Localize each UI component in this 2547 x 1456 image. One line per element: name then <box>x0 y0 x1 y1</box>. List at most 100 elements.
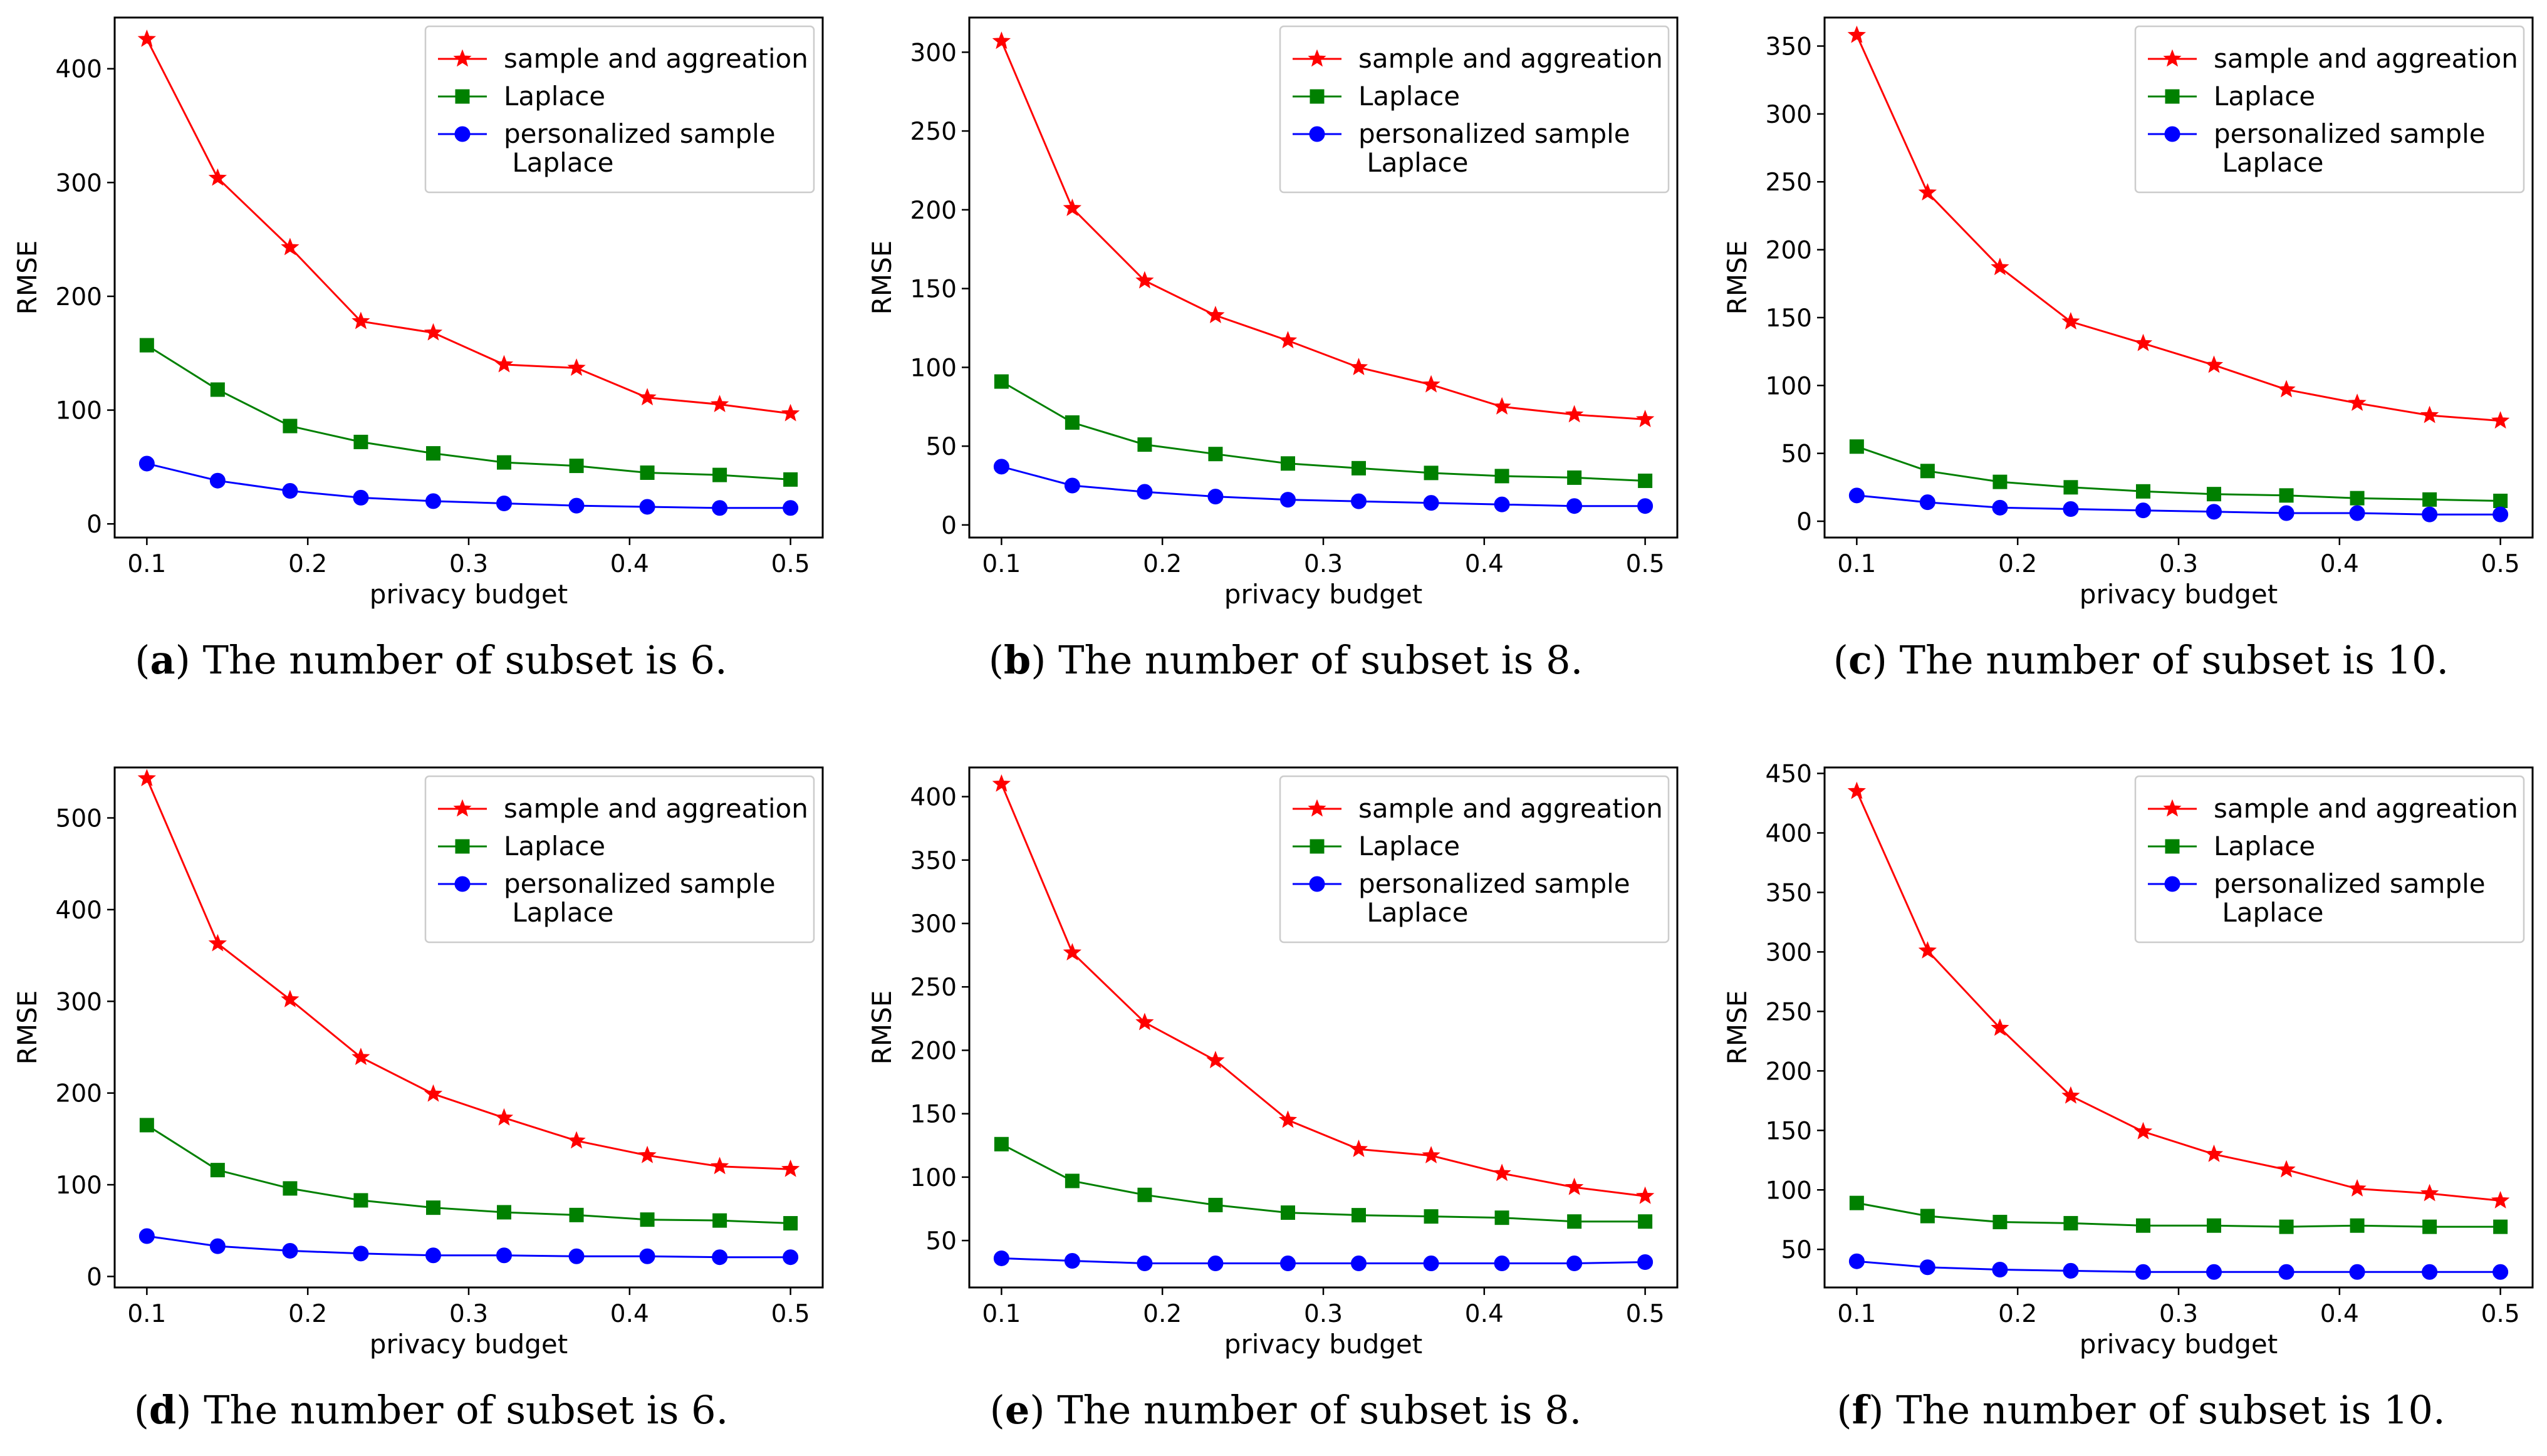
data-point <box>1494 469 1509 484</box>
y-tick-label: 500 <box>56 805 102 833</box>
data-point <box>2420 405 2439 424</box>
legend-label-line: Laplace <box>2214 831 2315 861</box>
y-tick-label: 50 <box>1781 440 1812 469</box>
series-0 <box>1847 25 2510 429</box>
data-point <box>1352 1208 1366 1223</box>
legend-label-line: sample and aggreation <box>1358 793 1663 824</box>
x-tick-label: 0.2 <box>1998 1300 2037 1328</box>
x-tick-label: 0.1 <box>982 550 1021 578</box>
legend-label-line: Laplace <box>2214 897 2324 928</box>
series-line <box>1857 494 2501 516</box>
legend-label: personalized sample Laplace <box>1358 118 1630 178</box>
data-point <box>2492 1264 2509 1280</box>
data-point <box>2133 333 2153 351</box>
data-point <box>208 168 227 186</box>
data-point <box>1064 1252 1080 1269</box>
data-point <box>1566 498 1583 514</box>
data-point <box>1494 1256 1510 1272</box>
data-point <box>137 29 157 47</box>
caption-body: The number of subset is 10. <box>1900 637 2449 683</box>
legend-label-line: personalized sample <box>1358 868 1630 899</box>
series-1 <box>139 338 798 487</box>
y-tick-label: 200 <box>910 197 957 225</box>
legend-marker <box>2164 876 2180 892</box>
data-point <box>1566 1256 1583 1272</box>
legend-label: personalized sample Laplace <box>1358 868 1630 928</box>
series-line <box>147 1235 791 1259</box>
series-1 <box>1849 1195 2508 1234</box>
legend: sample and aggreationLaplacepersonalized… <box>1279 25 1670 194</box>
legend-marker <box>453 49 472 67</box>
data-point <box>783 1216 798 1231</box>
data-point <box>138 455 155 472</box>
data-point <box>1992 1262 2008 1278</box>
legend-label-line: personalized sample <box>1358 118 1630 149</box>
y-tick-label: 250 <box>910 974 957 1002</box>
legend-label-line: Laplace <box>504 81 605 112</box>
x-axis-title: privacy budget <box>1224 579 1422 610</box>
series-line <box>1001 465 1645 507</box>
chart-panel-c: 0.1 0.2 0.3 0.4 0.5 0 50 100 150 200 250 300 350 priv… <box>1722 16 2534 683</box>
y-tick-label: 350 <box>1766 33 1812 61</box>
data-point <box>1638 473 1653 488</box>
x-axis-title: privacy budget <box>2080 1329 2278 1360</box>
data-point <box>1920 1209 1935 1224</box>
y-tick-label: 0 <box>86 1263 102 1291</box>
series-2 <box>1848 1253 2509 1280</box>
data-point <box>992 774 1011 792</box>
caption-letter: a <box>150 637 175 683</box>
legend-label-line: Laplace <box>504 831 605 861</box>
y-tick-label: 350 <box>910 847 957 875</box>
data-point <box>2063 501 2079 517</box>
data-point <box>567 1131 586 1149</box>
x-tick-label: 0.3 <box>1304 1300 1343 1328</box>
data-point <box>1991 257 2009 276</box>
legend: sample and aggreationLaplacepersonalized… <box>2134 25 2525 194</box>
data-point <box>1208 447 1223 462</box>
data-point <box>1135 1012 1154 1031</box>
data-point <box>2350 491 2365 506</box>
data-point <box>783 472 798 487</box>
data-point <box>2277 1160 2296 1178</box>
series-line <box>1856 445 2501 502</box>
data-point <box>2491 411 2510 429</box>
legend: sample and aggreationLaplacepersonalized… <box>424 775 815 944</box>
series-2 <box>138 455 799 516</box>
legend-label: sample and aggreation <box>1358 793 1663 824</box>
data-point <box>568 1248 585 1264</box>
legend-label: sample and aggreation <box>2214 793 2518 824</box>
x-tick-label: 0.2 <box>288 1300 327 1328</box>
legend-label: Laplace <box>2214 831 2315 861</box>
legend-label-line: sample and aggreation <box>1358 43 1663 74</box>
y-axis-title: RMSE <box>12 241 43 315</box>
data-point <box>710 1157 729 1175</box>
figure-caption: (e) The number of subset is 8. <box>990 1387 1582 1433</box>
data-point <box>2204 1144 2224 1162</box>
data-point <box>426 446 440 461</box>
legend-box <box>2134 25 2525 194</box>
y-tick-label: 400 <box>1766 819 1812 848</box>
series-line <box>1001 1143 1645 1223</box>
data-point <box>1137 1256 1153 1272</box>
y-tick-label: 100 <box>910 354 957 382</box>
y-tick-label: 50 <box>925 433 957 461</box>
legend-label-line: Laplace <box>1358 897 1469 928</box>
data-point <box>1278 331 1298 349</box>
data-point <box>1137 437 1152 452</box>
series-0 <box>137 769 800 1177</box>
legend-marker <box>1309 126 1325 142</box>
data-point <box>2207 487 2221 502</box>
data-point <box>2422 1219 2437 1234</box>
y-tick-label: 250 <box>910 118 957 146</box>
x-tick-label: 0.1 <box>1837 550 1876 578</box>
data-point <box>640 465 655 480</box>
legend-label-line: sample and aggreation <box>504 793 808 824</box>
caption-close-paren: ) <box>1868 1387 1896 1433</box>
data-point <box>282 483 298 499</box>
legend-label: Laplace <box>1358 831 1460 861</box>
y-tick-label: 100 <box>56 397 102 425</box>
legend: sample and aggreationLaplacepersonalized… <box>2134 775 2525 944</box>
data-point <box>2135 1264 2151 1280</box>
series-0 <box>137 29 800 422</box>
caption-body: The number of subset is 10. <box>1896 1387 2445 1433</box>
